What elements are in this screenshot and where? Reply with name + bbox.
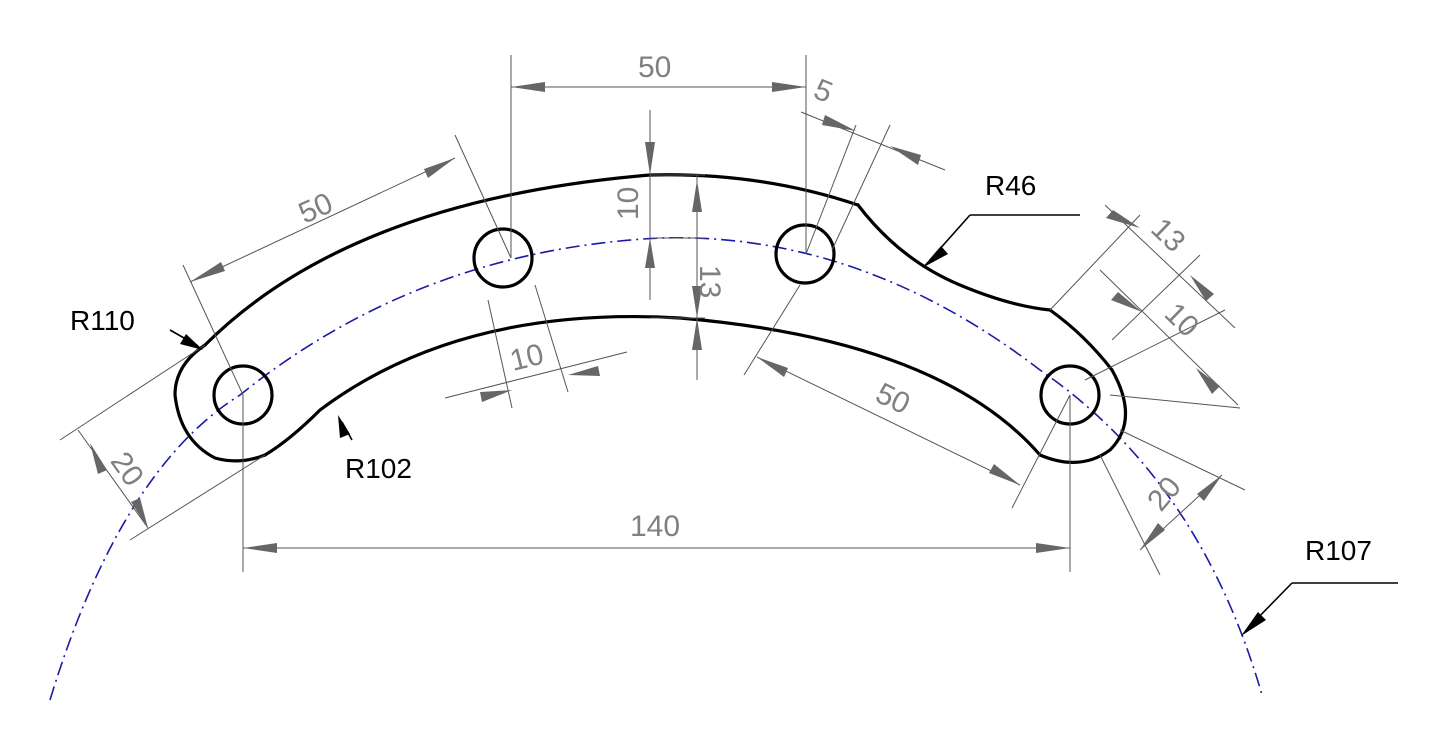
- dim-left-20: 20: [104, 446, 150, 492]
- dim-overall: 140: [630, 510, 680, 543]
- dim-top-width: 10: [612, 187, 645, 220]
- label-r46: R46: [985, 170, 1036, 201]
- dim-right-13: 13: [1144, 212, 1191, 259]
- label-r110: R110: [70, 305, 135, 336]
- leader-r102: [338, 415, 353, 441]
- dim-bottom-slot: 10: [507, 338, 547, 378]
- leader-r107: [1241, 582, 1398, 636]
- dim-left-arc: 50: [294, 187, 338, 231]
- dim-top-offset: 5: [809, 73, 837, 110]
- label-r102: R102: [345, 453, 412, 484]
- dim-right-arc: 50: [871, 377, 915, 421]
- dim-right-10: 10: [1158, 297, 1205, 344]
- label-r107: R107: [1305, 535, 1372, 566]
- dim-right-20: 20: [1141, 471, 1188, 518]
- dimension-arrowheads: [90, 82, 1222, 553]
- dim-top-span: 50: [638, 51, 671, 84]
- hole-mid-right: [774, 223, 836, 285]
- dim-section-depth: 13: [693, 265, 726, 298]
- part-outline: [173, 173, 1128, 465]
- centerline-arc-r107: [49, 236, 1263, 701]
- hole-mid-left: [472, 227, 534, 289]
- leader-r110: [169, 329, 203, 350]
- leader-r46: [922, 214, 1080, 268]
